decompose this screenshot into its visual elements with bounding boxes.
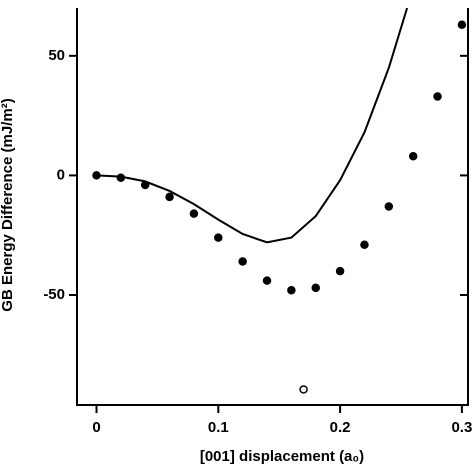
open-point (299, 385, 308, 394)
point (360, 240, 369, 250)
point (262, 276, 272, 285)
point (335, 266, 345, 276)
point (165, 192, 174, 202)
curve (96, 8, 409, 244)
x-tick-label: 0 (92, 419, 100, 436)
point (457, 20, 467, 29)
point (92, 171, 101, 180)
x-tick-label: 0.2 (330, 419, 351, 436)
y-axis-label: GB Energy Difference (mJ/m²) (0, 98, 16, 311)
x-tick-label: 0.3 (451, 419, 472, 436)
point (287, 285, 296, 295)
point (433, 92, 442, 101)
point (140, 180, 150, 190)
y-tick-label: 0 (57, 166, 65, 183)
plot-area (92, 8, 467, 394)
point (408, 152, 418, 161)
x-axis-label: [001] displacement (a₀) (200, 448, 364, 465)
axes-frame (76, 8, 469, 406)
point (311, 283, 320, 293)
point (214, 233, 223, 242)
y-tick-label: 50 (48, 47, 65, 64)
x-tick-label: 0.1 (208, 419, 229, 436)
point (384, 202, 394, 211)
y-tick-label: -50 (43, 286, 65, 303)
point (189, 209, 199, 218)
point (116, 173, 126, 183)
point (238, 257, 247, 266)
